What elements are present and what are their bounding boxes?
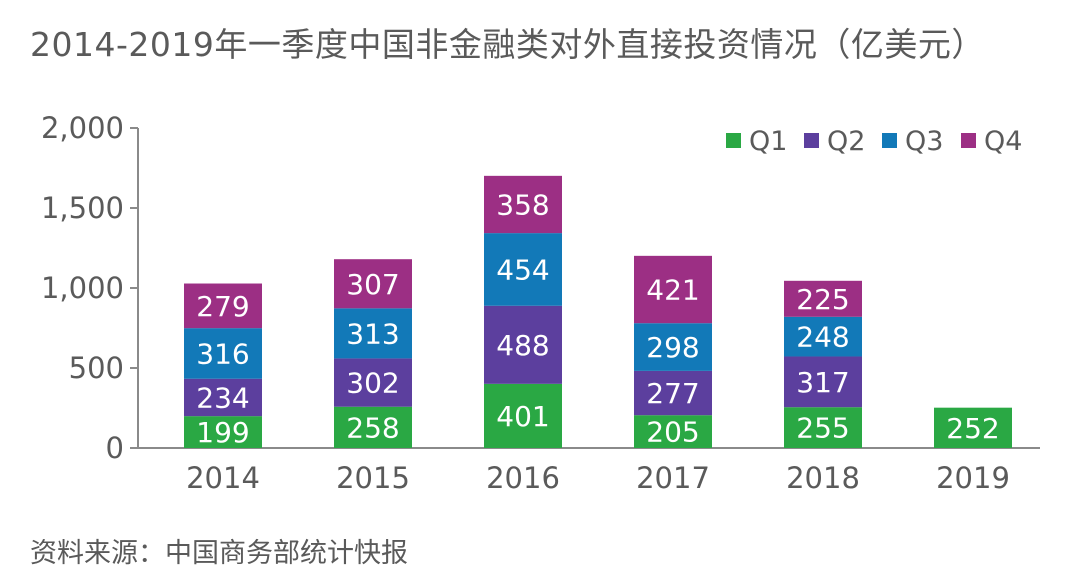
data-label: 307	[346, 268, 399, 301]
bar-segment-q3	[784, 316, 862, 357]
x-tick-label: 2014	[186, 461, 260, 495]
bar-segment-q1	[934, 407, 1012, 448]
bar-segment-q2	[184, 378, 262, 417]
data-label: 255	[796, 412, 849, 445]
bar-segment-q2	[784, 356, 862, 408]
bar-segment-q4	[634, 255, 712, 324]
data-label: 316	[196, 337, 249, 370]
axes: 0 500 1,000 1,500 2,000 2014 2015 2016 2017 2018 2…	[41, 111, 1040, 495]
y-tick-label: 2,000	[41, 111, 124, 145]
data-label: 234	[196, 381, 249, 414]
bar-segment-q1	[334, 406, 412, 448]
data-label: 205	[646, 416, 699, 449]
bar-segment-q2	[484, 305, 562, 384]
y-tick-label: 500	[69, 351, 124, 385]
legend-swatch-q1	[726, 133, 741, 148]
y-tick-label: 0	[106, 431, 124, 465]
data-label: 258	[346, 411, 399, 444]
legend-swatch-q4	[961, 133, 976, 148]
data-label: 401	[496, 400, 549, 433]
bar-segment-q1	[784, 407, 862, 448]
data-label: 279	[196, 290, 249, 323]
bar-segment-q3	[334, 308, 412, 359]
data-label: 298	[646, 331, 699, 364]
chart-title: 2014-2019年一季度中国非金融类对外直接投资情况（亿美元）	[30, 25, 985, 64]
data-label: 252	[946, 412, 999, 445]
data-label: 488	[496, 329, 549, 362]
data-label: 454	[496, 253, 549, 286]
data-label: 313	[346, 317, 399, 350]
data-label: 358	[496, 188, 549, 221]
bar-segment-q4	[784, 280, 862, 317]
bar-segment-q1	[634, 415, 712, 448]
legend-label-q3: Q3	[905, 126, 943, 157]
bar-segment-q1	[184, 416, 262, 448]
bar-segment-q3	[184, 328, 262, 379]
bar-segment-q3	[484, 233, 562, 306]
data-label: 317	[796, 366, 849, 399]
bar-segment-q2	[634, 370, 712, 416]
y-tick-label: 1,500	[41, 191, 124, 225]
legend-swatch-q2	[804, 133, 819, 148]
bar-segment-q2	[334, 358, 412, 407]
x-tick-label: 2015	[336, 461, 410, 495]
x-tick-label: 2018	[786, 461, 860, 495]
bar-segment-q4	[334, 259, 412, 309]
legend-label-q1: Q1	[749, 126, 787, 157]
bar-segment-q4	[184, 283, 262, 329]
legend-label-q2: Q2	[827, 126, 865, 157]
bar-segment-q4	[484, 175, 562, 234]
y-tick-label: 1,000	[41, 271, 124, 305]
legend-swatch-q3	[882, 133, 897, 148]
legend-label-q4: Q4	[984, 126, 1022, 157]
data-label: 302	[346, 367, 399, 400]
bar-segment-q1	[484, 383, 562, 448]
data-label: 199	[196, 416, 249, 449]
bar-segment-q3	[634, 323, 712, 371]
x-tick-label: 2017	[636, 461, 710, 495]
source-note: 资料来源：中国商务部统计快报	[30, 538, 408, 569]
data-label: 277	[646, 377, 699, 410]
x-tick-label: 2016	[486, 461, 560, 495]
x-tick-label: 2019	[936, 461, 1010, 495]
legend: Q1 Q2 Q3 Q4	[726, 126, 1022, 157]
data-label: 421	[646, 274, 699, 307]
data-label: 248	[796, 321, 849, 354]
data-label: 225	[796, 283, 849, 316]
